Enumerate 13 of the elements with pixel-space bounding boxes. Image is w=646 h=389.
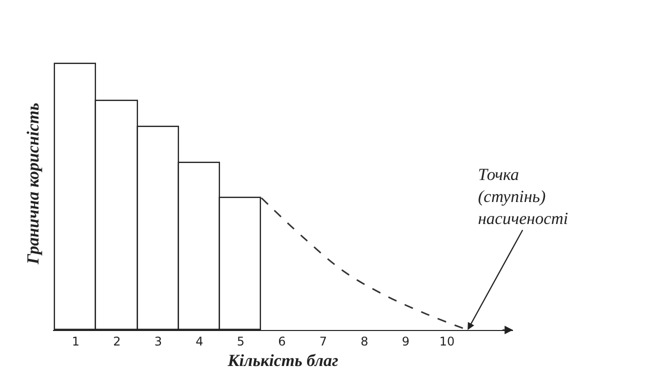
x-tick-label: 7 [319, 334, 328, 348]
x-tick-label: 3 [154, 334, 162, 348]
x-tick-label: 8 [360, 334, 368, 348]
x-tick-label: 9 [402, 334, 410, 348]
y-axis-title: Гранична корисність [24, 102, 43, 266]
x-tick-label: 2 [113, 334, 121, 348]
x-tick-label: 4 [196, 334, 204, 348]
x-tick-label: 5 [236, 334, 245, 348]
x-tick-label: 6 [278, 334, 286, 348]
x-axis-title: Кількість благ [226, 350, 338, 370]
annotation: Точка (ступінь) насиченості [478, 165, 568, 228]
x-tick-label: 1 [72, 334, 80, 348]
x-tick-label: 10 [439, 334, 455, 348]
